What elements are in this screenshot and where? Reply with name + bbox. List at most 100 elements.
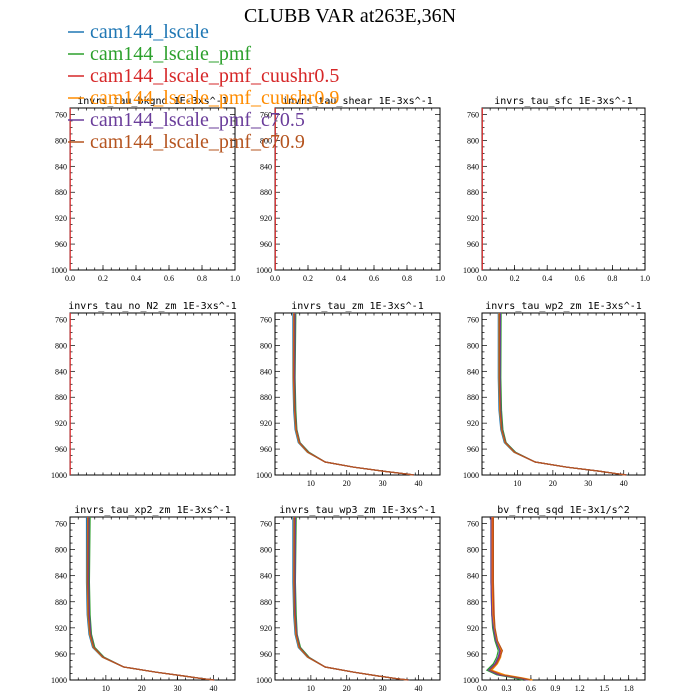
y-tick-label: 1000 bbox=[463, 676, 479, 685]
legend-entry-1: cam144_lscale bbox=[68, 21, 209, 43]
x-tick-label: 30 bbox=[379, 684, 387, 693]
legend-label: cam144_lscale_pmf_c70.9 bbox=[90, 131, 305, 153]
y-tick-label: 960 bbox=[260, 445, 272, 454]
panel-title: invrs_tau_sfc 1E-3xs^-1 bbox=[494, 96, 632, 107]
y-tick-label: 1000 bbox=[256, 471, 272, 480]
y-tick-label: 1000 bbox=[256, 676, 272, 685]
y-tick-label: 1000 bbox=[51, 266, 67, 275]
y-tick-label: 800 bbox=[55, 546, 67, 555]
y-tick-label: 760 bbox=[55, 520, 67, 529]
y-tick-label: 840 bbox=[260, 367, 272, 376]
y-tick-label: 920 bbox=[55, 624, 67, 633]
y-tick-label: 760 bbox=[55, 315, 67, 324]
x-tick-label: 0.9 bbox=[550, 684, 560, 693]
x-tick-label: 0.4 bbox=[336, 274, 346, 283]
y-tick-label: 800 bbox=[260, 546, 272, 555]
y-tick-label: 960 bbox=[260, 240, 272, 249]
legend-label: cam144_lscale_pmf bbox=[90, 43, 251, 65]
panel-frame bbox=[481, 107, 646, 271]
y-tick-label: 760 bbox=[467, 520, 479, 529]
x-tick-label: 0.8 bbox=[402, 274, 412, 283]
legend-label: cam144_lscale_pmf_c70.5 bbox=[90, 109, 305, 131]
x-tick-label: 1.0 bbox=[230, 274, 240, 283]
y-tick-label: 1000 bbox=[256, 266, 272, 275]
panel-frame bbox=[481, 312, 646, 476]
y-tick-label: 1000 bbox=[51, 471, 67, 480]
y-tick-label: 880 bbox=[467, 188, 479, 197]
y-tick-label: 840 bbox=[55, 367, 67, 376]
y-tick-label: 920 bbox=[260, 214, 272, 223]
x-tick-label: 0.6 bbox=[575, 274, 585, 283]
y-tick-label: 800 bbox=[467, 341, 479, 350]
y-tick-label: 880 bbox=[55, 188, 67, 197]
panel-frame bbox=[274, 107, 441, 271]
x-tick-label: 20 bbox=[549, 479, 557, 488]
panel-title: invrs_tau_zm 1E-3xs^-1 bbox=[291, 301, 423, 312]
panel-8: invrs_tau_wp3_zm 1E-3xs^-1 760 800 840 880 92… bbox=[256, 505, 441, 693]
y-tick-label: 800 bbox=[55, 341, 67, 350]
y-tick-label: 1000 bbox=[51, 676, 67, 685]
x-tick-label: 0.4 bbox=[542, 274, 552, 283]
x-tick-label: 0.0 bbox=[477, 684, 487, 693]
x-tick-label: 30 bbox=[379, 479, 387, 488]
panel-title: invrs_tau_shear 1E-3xs^-1 bbox=[282, 96, 433, 107]
x-tick-label: 0.8 bbox=[197, 274, 207, 283]
panel-title: invrs_tau_xp2_zm 1E-3xs^-1 bbox=[74, 505, 231, 516]
x-tick-label: 0.6 bbox=[164, 274, 174, 283]
panel-6: invrs_tau_wp2_zm 1E-3xs^-1 760 800 840 880 92… bbox=[463, 301, 646, 488]
panel-frame bbox=[69, 107, 236, 271]
x-tick-label: 30 bbox=[584, 479, 592, 488]
panel-title: invrs_tau_wp2_zm 1E-3xs^-1 bbox=[485, 301, 642, 312]
panel-frame bbox=[69, 516, 236, 681]
y-tick-label: 840 bbox=[260, 572, 272, 581]
x-tick-label: 0.2 bbox=[303, 274, 313, 283]
y-tick-label: 880 bbox=[260, 598, 272, 607]
x-tick-label: 0.3 bbox=[501, 684, 511, 693]
legend-label: cam144_lscale_pmf_cuushr0.5 bbox=[90, 65, 339, 87]
x-tick-label: 1.8 bbox=[624, 684, 634, 693]
x-tick-label: 0.2 bbox=[510, 274, 520, 283]
y-tick-label: 760 bbox=[467, 110, 479, 119]
panel-5: invrs_tau_zm 1E-3xs^-1 760 800 840 880 920 960… bbox=[256, 301, 441, 488]
series-line-6 bbox=[489, 517, 531, 681]
panel-title: invrs_tau_bkgnd 1E-3xs^-1 bbox=[77, 96, 228, 107]
panel-3: invrs_tau_sfc 1E-3xs^-1 760 800 840 880 920 96… bbox=[463, 96, 650, 283]
y-tick-label: 800 bbox=[55, 136, 67, 145]
y-tick-label: 800 bbox=[467, 546, 479, 555]
y-tick-label: 800 bbox=[467, 136, 479, 145]
y-tick-label: 840 bbox=[467, 367, 479, 376]
panel-frame bbox=[481, 516, 646, 681]
panel-frame bbox=[274, 516, 441, 681]
panel-frame bbox=[69, 312, 236, 476]
x-tick-label: 1.2 bbox=[575, 684, 585, 693]
y-tick-label: 1000 bbox=[463, 471, 479, 480]
y-tick-label: 920 bbox=[55, 214, 67, 223]
panel-frame bbox=[274, 312, 441, 476]
y-tick-label: 760 bbox=[260, 520, 272, 529]
y-tick-label: 800 bbox=[260, 136, 272, 145]
y-tick-label: 880 bbox=[467, 393, 479, 402]
series-line-6 bbox=[293, 516, 409, 681]
x-tick-label: 0.6 bbox=[369, 274, 379, 283]
y-tick-label: 960 bbox=[55, 240, 67, 249]
panel-2: invrs_tau_shear 1E-3xs^-1 760 800 840 880 920… bbox=[256, 96, 445, 283]
y-tick-label: 840 bbox=[55, 572, 67, 581]
y-tick-label: 880 bbox=[260, 393, 272, 402]
y-tick-label: 920 bbox=[260, 419, 272, 428]
y-tick-label: 960 bbox=[260, 650, 272, 659]
x-tick-label: 0.0 bbox=[270, 274, 280, 283]
legend-entry-2: cam144_lscale_pmf bbox=[68, 43, 251, 65]
x-tick-label: 40 bbox=[620, 479, 628, 488]
y-tick-label: 920 bbox=[260, 624, 272, 633]
y-tick-label: 840 bbox=[467, 162, 479, 171]
figure-title: CLUBB VAR at263E,36N bbox=[244, 5, 456, 27]
y-tick-label: 760 bbox=[467, 315, 479, 324]
y-tick-label: 960 bbox=[467, 240, 479, 249]
x-tick-label: 0.2 bbox=[98, 274, 108, 283]
y-tick-label: 840 bbox=[55, 162, 67, 171]
legend-entry-6: cam144_lscale_pmf_c70.9 bbox=[68, 131, 305, 153]
legend-entry-3: cam144_lscale_pmf_cuushr0.5 bbox=[68, 65, 339, 87]
y-tick-label: 840 bbox=[467, 572, 479, 581]
y-tick-label: 920 bbox=[55, 419, 67, 428]
